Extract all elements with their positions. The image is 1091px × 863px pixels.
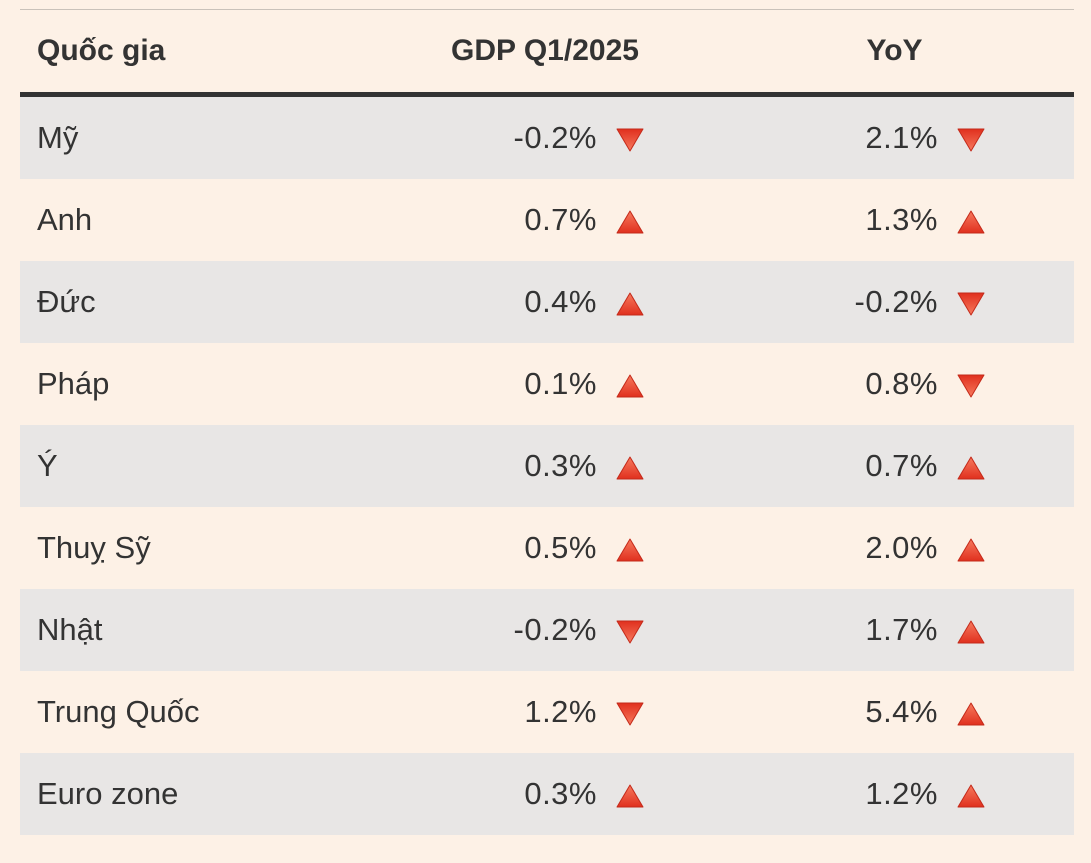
gdp-value: 0.3% bbox=[524, 448, 597, 483]
header-yoy: YoY bbox=[645, 10, 1074, 97]
gdp-cell: 0.4% bbox=[375, 261, 645, 343]
header-gdp: GDP Q1/2025 bbox=[375, 10, 645, 97]
triangle-up-icon bbox=[956, 453, 986, 480]
yoy-cell: 1.3% bbox=[645, 179, 1074, 261]
table-row: Euro zone 0.3% 1.2% bbox=[20, 753, 1074, 835]
yoy-cell: 2.1% bbox=[645, 94, 1074, 179]
gdp-cell: 0.5% bbox=[375, 507, 645, 589]
gdp-cell: -0.2% bbox=[375, 589, 645, 671]
gdp-cell: 0.3% bbox=[375, 425, 645, 507]
triangle-up-icon bbox=[615, 371, 645, 398]
triangle-up-icon bbox=[956, 535, 986, 562]
table-row: Đức 0.4% -0.2% bbox=[20, 261, 1074, 343]
yoy-value: 1.2% bbox=[865, 776, 938, 811]
gdp-value: 0.7% bbox=[524, 202, 597, 237]
table-row: Trung Quốc 1.2% 5.4% bbox=[20, 671, 1074, 753]
triangle-up-icon bbox=[956, 207, 986, 234]
table-row: Nhật -0.2% 1.7% bbox=[20, 589, 1074, 671]
gdp-cell: 0.1% bbox=[375, 343, 645, 425]
triangle-up-icon bbox=[615, 289, 645, 316]
country-name: Trung Quốc bbox=[20, 671, 375, 753]
triangle-up-icon bbox=[615, 453, 645, 480]
country-name: Anh bbox=[20, 179, 375, 261]
yoy-value: 0.8% bbox=[865, 366, 938, 401]
top-divider bbox=[20, 9, 1074, 10]
country-name: Nhật bbox=[20, 589, 375, 671]
triangle-down-icon bbox=[956, 289, 986, 316]
gdp-cell: 0.3% bbox=[375, 753, 645, 835]
yoy-cell: 2.0% bbox=[645, 507, 1074, 589]
country-name: Thuỵ Sỹ bbox=[20, 507, 375, 589]
yoy-cell: 1.2% bbox=[645, 753, 1074, 835]
triangle-up-icon bbox=[615, 781, 645, 808]
gdp-value: 0.1% bbox=[524, 366, 597, 401]
gdp-value: 0.3% bbox=[524, 776, 597, 811]
country-name: Đức bbox=[20, 261, 375, 343]
gdp-value: 1.2% bbox=[524, 694, 597, 729]
yoy-cell: 5.4% bbox=[645, 671, 1074, 753]
table-row: Ý 0.3% 0.7% bbox=[20, 425, 1074, 507]
yoy-value: 0.7% bbox=[865, 448, 938, 483]
country-name: Pháp bbox=[20, 343, 375, 425]
yoy-value: 5.4% bbox=[865, 694, 938, 729]
yoy-cell: 0.8% bbox=[645, 343, 1074, 425]
yoy-value: -0.2% bbox=[854, 284, 938, 319]
country-name: Euro zone bbox=[20, 753, 375, 835]
triangle-down-icon bbox=[956, 125, 986, 152]
yoy-value: 2.1% bbox=[865, 120, 938, 155]
yoy-cell: -0.2% bbox=[645, 261, 1074, 343]
triangle-up-icon bbox=[956, 617, 986, 644]
header-country: Quốc gia bbox=[20, 10, 375, 97]
triangle-up-icon bbox=[615, 535, 645, 562]
triangle-down-icon bbox=[615, 617, 645, 644]
yoy-value: 2.0% bbox=[865, 530, 938, 565]
gdp-cell: 0.7% bbox=[375, 179, 645, 261]
yoy-cell: 0.7% bbox=[645, 425, 1074, 507]
gdp-value: 0.5% bbox=[524, 530, 597, 565]
yoy-cell: 1.7% bbox=[645, 589, 1074, 671]
country-name: Mỹ bbox=[20, 94, 375, 179]
country-name: Ý bbox=[20, 425, 375, 507]
gdp-value: 0.4% bbox=[524, 284, 597, 319]
triangle-down-icon bbox=[615, 125, 645, 152]
table-row: Pháp 0.1% 0.8% bbox=[20, 343, 1074, 425]
yoy-value: 1.7% bbox=[865, 612, 938, 647]
table-row: Thuỵ Sỹ 0.5% 2.0% bbox=[20, 507, 1074, 589]
table-header-row: Quốc gia GDP Q1/2025 YoY bbox=[20, 10, 1074, 97]
triangle-up-icon bbox=[615, 207, 645, 234]
triangle-up-icon bbox=[956, 781, 986, 808]
gdp-cell: -0.2% bbox=[375, 94, 645, 179]
triangle-down-icon bbox=[956, 371, 986, 398]
table-row: Anh 0.7% 1.3% bbox=[20, 179, 1074, 261]
table-row: Mỹ -0.2% 2.1% bbox=[20, 94, 1074, 179]
gdp-value: -0.2% bbox=[513, 612, 597, 647]
gdp-table: Quốc gia GDP Q1/2025 YoY Mỹ -0.2% 2.1% Anh 0… bbox=[20, 10, 1074, 835]
triangle-down-icon bbox=[615, 699, 645, 726]
gdp-value: -0.2% bbox=[513, 120, 597, 155]
yoy-value: 1.3% bbox=[865, 202, 938, 237]
triangle-up-icon bbox=[956, 699, 986, 726]
gdp-cell: 1.2% bbox=[375, 671, 645, 753]
